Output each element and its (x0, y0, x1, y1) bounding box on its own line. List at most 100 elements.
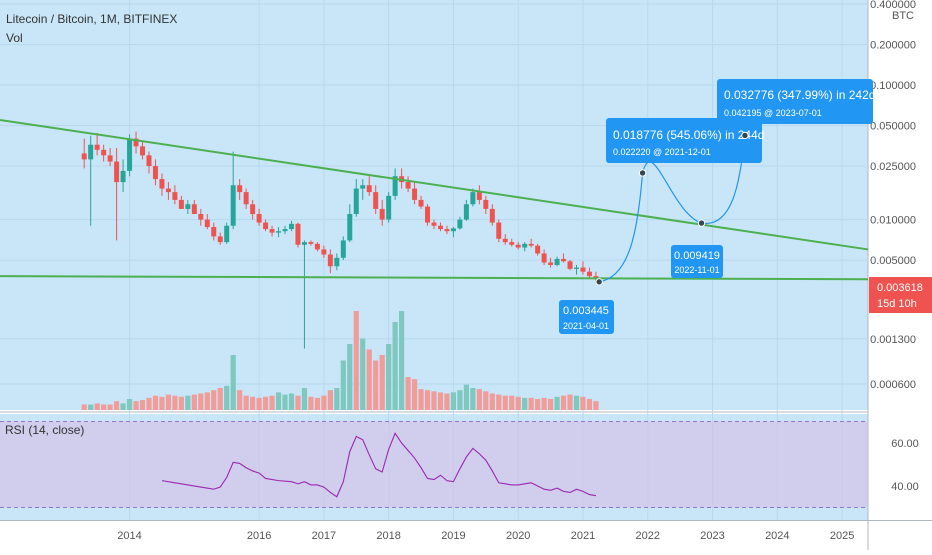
rsi-axis[interactable]: 60.00 40.00 (891, 438, 919, 493)
volume-bar (139, 400, 146, 410)
volume-bar (580, 396, 586, 410)
projection-point[interactable] (638, 169, 647, 177)
price-tick-label: 0.200000 (870, 40, 916, 52)
candle-body (237, 185, 243, 193)
projection-segment[interactable] (641, 161, 702, 224)
candle-body (522, 243, 528, 248)
volume-bars (81, 311, 599, 410)
trendline-support[interactable] (0, 275, 869, 281)
volume-bar (541, 397, 547, 410)
time-tick-label: 2021 (571, 530, 595, 542)
time-tick-label: 2019 (441, 530, 465, 542)
volume-bar (152, 395, 159, 410)
candle-body (308, 242, 314, 244)
time-tick-label: 2016 (247, 530, 271, 542)
candle-body (476, 192, 482, 200)
candle-body (204, 219, 210, 228)
projection-points[interactable] (595, 131, 749, 286)
projection-point[interactable] (741, 131, 749, 140)
rsi-band-fill (0, 421, 868, 508)
symbol-title[interactable]: Litecoin / Bitcoin, 1M, BITFINEX (6, 12, 177, 26)
candle-body (360, 185, 366, 189)
volume-bar (230, 355, 236, 410)
volume-bar (573, 395, 580, 410)
projection1-annotation[interactable]: 0.018776 (545.06%) in 244d 0.022220 @ 20… (606, 118, 764, 163)
current-price-value: 0.003618 (877, 282, 923, 294)
time-tick-label: 2024 (765, 530, 789, 542)
projection1-annotation-bg (606, 118, 762, 163)
low-annotation-date: 2021-04-01 (563, 321, 609, 331)
candle-body (230, 185, 236, 226)
volume-bar (133, 401, 139, 410)
rsi-title[interactable]: RSI (14, close) (5, 423, 84, 437)
volume-bar (159, 396, 165, 410)
volume-bar (327, 390, 333, 410)
projection2-annotation-target: 0.042195 @ 2023-07-01 (724, 108, 822, 118)
rsi-tick-label: 40.00 (891, 481, 919, 493)
cross-annotation[interactable]: 0.009419 2022-11-01 (671, 245, 723, 278)
trendline-descending[interactable] (0, 118, 869, 251)
price-axis[interactable]: 0.400000 0.200000 0.100000 0.050000 0.025000… (870, 0, 916, 391)
candle-body (457, 219, 463, 229)
volume-bar (314, 397, 321, 410)
volume-bar (489, 393, 495, 410)
projection-point[interactable] (595, 278, 603, 286)
low-annotation[interactable]: 0.003445 2021-04-01 (559, 300, 614, 334)
candle-body (386, 195, 392, 220)
volume-bar (178, 396, 184, 410)
candle-body (334, 257, 340, 267)
current-price-tag: 0.003618 15d 10h (869, 277, 932, 313)
projection-segment[interactable] (599, 172, 644, 283)
candle-body (81, 153, 87, 160)
volume-bar (483, 391, 489, 410)
volume-bar (405, 377, 411, 410)
volume-bar (107, 404, 113, 410)
volume-bar (509, 395, 515, 410)
rsi-tick-label: 60.00 (891, 438, 919, 450)
trendlines[interactable] (0, 118, 869, 281)
low-annotation-value: 0.003445 (563, 305, 609, 317)
candle-body (94, 144, 100, 150)
candle-body (146, 155, 152, 167)
time-tick-label: 2018 (376, 530, 400, 542)
volume-bar (224, 385, 230, 410)
candle-body (574, 267, 580, 269)
candle-body (528, 243, 534, 246)
volume-bar (379, 355, 385, 410)
candle-body (263, 222, 269, 230)
volume-bar (418, 389, 424, 410)
volume-bar (185, 395, 191, 410)
candle-body (541, 253, 547, 263)
volume-bar (386, 344, 392, 410)
candle-body (450, 228, 456, 232)
time-tick-label: 2025 (830, 530, 854, 542)
volume-bar (198, 393, 204, 410)
candle-body (561, 258, 567, 262)
time-tick-label: 2017 (312, 530, 336, 542)
volume-bar (243, 395, 249, 410)
candle-body (431, 222, 437, 226)
candle-body (463, 204, 469, 220)
projection2-annotation-change: 0.032776 (347.99%) in 242d (724, 88, 875, 102)
volume-label[interactable]: Vol (6, 31, 23, 45)
projection-point[interactable] (697, 219, 706, 227)
candle-body (250, 204, 256, 215)
candle-body (425, 206, 431, 223)
candle-body (88, 144, 94, 160)
volume-bar (172, 395, 178, 410)
cross-annotation-bg (671, 245, 723, 278)
candle-body (133, 138, 139, 147)
time-axis[interactable]: 2014 2016 2017 2018 2019 2020 2021 2022 2023 2024… (117, 530, 854, 542)
volume-bar (593, 401, 599, 410)
candle-body (269, 229, 275, 233)
candle-body (243, 192, 249, 205)
volume-bar (211, 390, 217, 410)
candle-body (502, 238, 508, 243)
candle-body (515, 244, 521, 248)
candle-body (140, 146, 146, 156)
projection2-annotation[interactable]: 0.032776 (347.99%) in 242d 0.042195 @ 20… (717, 79, 875, 124)
time-tick-label: 2020 (506, 530, 530, 542)
cross-annotation-date: 2022-11-01 (674, 265, 719, 275)
